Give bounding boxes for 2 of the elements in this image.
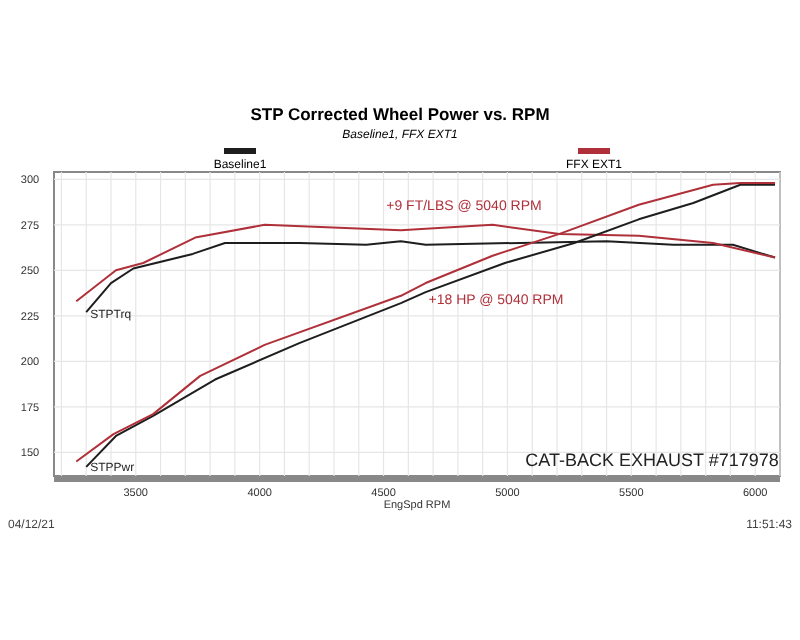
chart-title: STP Corrected Wheel Power vs. RPM bbox=[250, 104, 550, 124]
annotation: CAT-BACK EXHAUST #717978 bbox=[525, 450, 779, 470]
